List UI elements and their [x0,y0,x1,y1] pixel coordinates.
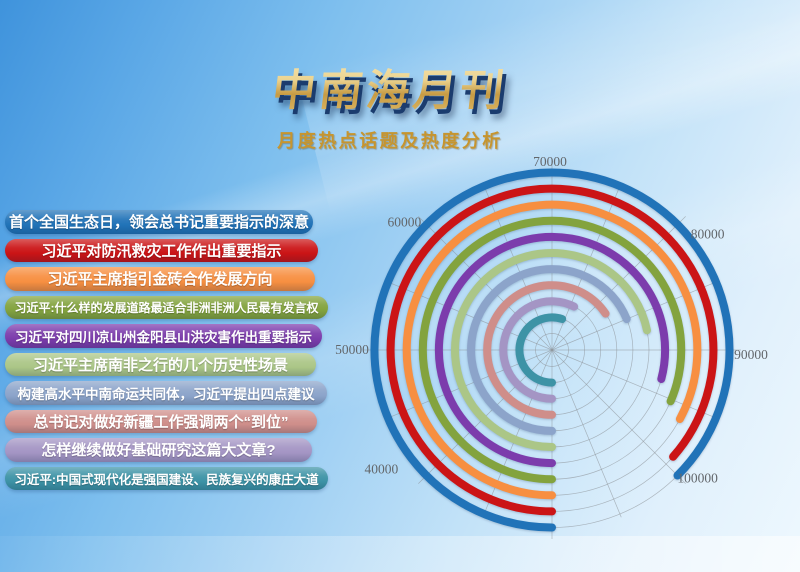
topic-label: 习近平对四川凉山州金阳县山洪灾害作出重要指示 [15,329,312,345]
series-arc-8 [483,281,610,419]
axis-tick-label: 80000 [691,226,725,241]
axis-tick-label: 100000 [677,471,718,486]
topic-label: 习近平对防汛救灾工作作出重要指示 [41,242,282,260]
topic-bar-8: 总书记对做好新疆工作强调两个“到位” [5,409,317,433]
background-glow [0,536,800,572]
topic-bar-3: 习近平主席指引金砖合作发展方向 [5,267,315,291]
topic-bar-7: 构建高水平中南命运共同体，习近平提出四点建议 [5,381,327,405]
topic-bar-5: 习近平对四川凉山州金阳县山洪灾害作出重要指示 [5,324,322,348]
page-subtitle: 月度热点话题及热度分析 [277,131,503,151]
series-arc-2 [386,184,718,516]
topic-bar-2: 习近平对防汛救灾工作作出重要指示 [5,238,318,262]
series-arc-9 [499,297,579,403]
header: 中南海月刊 中南海月刊 月度热点话题及热度分析 [170,56,610,153]
topic-label: 怎样继续做好基础研究这篇大文章? [41,442,276,460]
axis-tick-label: 60000 [388,214,422,229]
axis-tick-label: 40000 [365,462,399,477]
series-arc-3 [402,200,702,500]
axis-tick-label: 50000 [335,342,369,357]
grid-spoke [551,349,720,420]
grid-ring [535,333,569,367]
topic-bar-9: 怎样继续做好基础研究这篇大文章? [5,438,312,462]
topic-label: 习近平主席指引金砖合作发展方向 [47,271,273,289]
topic-bar-4: 习近平:什么样的发展道路最适合非洲非洲人民最有发言权 [5,295,328,319]
topic-bar-6: 习近平主席南非之行的几个历史性场景 [5,352,316,376]
series-arc-10 [515,313,567,387]
topic-label: 总书记对做好新疆工作强调两个“到位” [33,413,289,431]
topic-label: 构建高水平中南命运共同体，习近平提出四点建议 [17,386,315,402]
radial-heat-chart: 40000 50000 60000 70000 80000 90000 100000 [335,154,768,539]
page-title-text: 中南海月刊 [269,56,512,118]
series-arc-6 [451,249,651,451]
grid-spoke [551,280,720,351]
grid-spoke [551,349,686,484]
axis-tick-label: 90000 [734,347,768,362]
topic-bar-1: 首个全国生态日，领会总书记重要指示的深意 [5,210,313,234]
topic-list: 首个全国生态日，领会总书记重要指示的深意 习近平对防汛救灾工作作出重要指示 习近… [5,210,328,495]
topic-label: 习近平:中国式现代化是强国建设、民族复兴的康庄大道 [14,472,319,487]
series-arc-7 [467,265,631,435]
topic-label: 习近平主席南非之行的几个历史性场景 [32,356,288,374]
grid-spoke [551,349,622,518]
topic-label: 首个全国生态日，领会总书记重要指示的深意 [8,214,309,232]
topic-bar-10: 习近平:中国式现代化是强国建设、民族复兴的康庄大道 [5,466,328,490]
series-arc-1 [370,168,734,532]
topic-label: 习近平:什么样的发展道路最适合非洲非洲人民最有发言权 [14,300,319,315]
axis-tick-label: 70000 [533,154,567,169]
page-title: 中南海月刊 中南海月刊 [269,56,513,120]
series-arc-5 [434,232,670,468]
series-arc-4 [418,216,686,484]
